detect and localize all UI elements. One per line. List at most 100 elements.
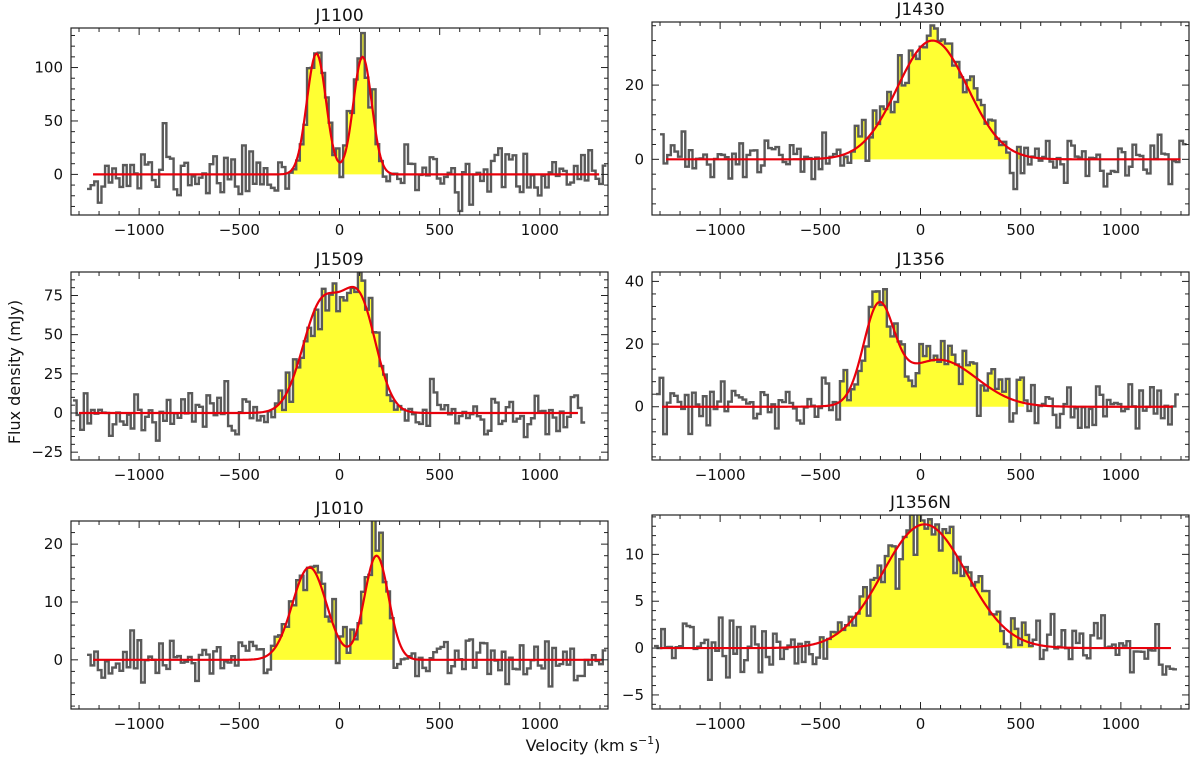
plot-area-j1356 (656, 288, 1179, 436)
y-tick-label: 20 (625, 335, 644, 353)
x-tick-label: 500 (1006, 715, 1035, 733)
x-tick-label: 0 (335, 715, 345, 733)
y-tick-label: 50 (44, 326, 63, 344)
panel-title-j1430: J1430 (895, 0, 944, 20)
y-tick-label: 10 (44, 593, 63, 611)
gaussian-fit-j1100 (93, 52, 600, 176)
y-tick-label: −5 (622, 686, 644, 704)
x-tick-label: −1000 (695, 221, 746, 239)
x-tick-label: 0 (335, 466, 345, 484)
x-tick-label: 500 (425, 221, 454, 239)
gaussian-fit-j1356n (660, 523, 1171, 650)
x-tick-label: 0 (916, 221, 926, 239)
x-axis-label-superscript: −1 (638, 734, 654, 747)
y-tick-label: 0 (53, 404, 63, 422)
gaussian-fit-j1356 (662, 300, 1173, 408)
ticks-j1100 (71, 28, 608, 215)
y-tick-label: 25 (44, 365, 63, 383)
emission-fill-j1010 (270, 566, 336, 660)
x-tick-label: −1000 (114, 466, 165, 484)
x-tick-label: −500 (800, 221, 841, 239)
x-tick-label: −1000 (695, 466, 746, 484)
ticks-j1509 (71, 271, 608, 461)
x-tick-label: 500 (425, 715, 454, 733)
panel-title-j1356: J1356 (895, 250, 944, 270)
spectrum-j1010 (87, 521, 607, 688)
spectrum-j1100 (87, 31, 607, 213)
panel-title-j1010: J1010 (314, 499, 363, 519)
y-tick-label: 20 (625, 76, 644, 94)
panel-j1010: −1000 −500 0 500 1000 0 10 20 J1010 (44, 499, 609, 733)
panel-title-j1356n: J1356N (889, 493, 951, 513)
x-tick-label: −500 (800, 715, 841, 733)
spectrum-j1430 (660, 24, 1187, 191)
y-axis-label: Flux density (mJy) (5, 300, 24, 444)
x-axis-label-text: Velocity (km s (526, 736, 638, 755)
spectrum-j1356 (656, 288, 1179, 436)
x-axis-label: Velocity (km s−1) (526, 734, 661, 755)
emission-fill-j1356 (839, 289, 978, 407)
spectrum-j1356n (654, 515, 1177, 681)
y-tick-label: 0 (53, 165, 63, 183)
axes-frame-j1010 (70, 520, 609, 710)
ticks-j1430 (652, 22, 1189, 215)
x-tick-label: 1000 (521, 715, 559, 733)
plot-area-j1509 (73, 272, 586, 442)
spectrum-j1509 (73, 272, 586, 442)
x-tick-label: −500 (800, 466, 841, 484)
x-tick-label: 500 (1006, 221, 1035, 239)
x-tick-label: 0 (916, 715, 926, 733)
panel-j1356n: −1000 −500 0 500 1000 −5 0 5 10 J1356N (622, 493, 1190, 733)
x-tick-label: −1000 (114, 715, 165, 733)
ticks-j1010 (71, 520, 608, 709)
x-tick-label: 1000 (1102, 715, 1140, 733)
plot-area-j1356n (654, 515, 1177, 681)
y-tick-label: 75 (44, 287, 63, 305)
x-tick-label: −500 (219, 221, 260, 239)
x-tick-label: 0 (916, 466, 926, 484)
x-tick-label: 0 (335, 221, 345, 239)
gaussian-fit-j1509 (79, 285, 578, 415)
x-axis-label-close: ) (654, 736, 660, 755)
y-tick-label: −25 (31, 443, 63, 461)
emission-fill-j1100 (343, 33, 383, 175)
panel-j1100: −1000 −500 0 500 1000 0 50 100 J1100 (34, 6, 609, 239)
x-tick-label: 500 (1006, 466, 1035, 484)
y-tick-label: 40 (625, 272, 644, 290)
emission-fill-j1356 (1016, 377, 1024, 407)
x-tick-label: 1000 (1102, 466, 1140, 484)
gaussian-fit-j1010 (93, 554, 602, 661)
y-tick-label: 10 (625, 545, 644, 563)
y-tick-label: 5 (634, 592, 644, 610)
x-tick-label: −500 (219, 715, 260, 733)
panel-title-j1509: J1509 (314, 250, 363, 270)
ticks-j1356 (652, 272, 1189, 460)
ticks-j1356n (652, 515, 1189, 709)
plot-area-j1100 (87, 31, 607, 213)
y-tick-label: 0 (634, 398, 644, 416)
x-tick-label: −1000 (114, 221, 165, 239)
emission-fill-j1430 (869, 25, 1010, 160)
y-tick-label: 0 (53, 651, 63, 669)
y-tick-label: 0 (634, 639, 644, 657)
y-tick-label: 100 (34, 59, 63, 77)
x-tick-label: −1000 (695, 715, 746, 733)
y-tick-label: 20 (44, 535, 63, 553)
y-tick-label: 50 (44, 112, 63, 130)
panel-j1430: −1000 −500 0 500 1000 0 20 J1430 (625, 0, 1190, 239)
y-tick-label: 0 (634, 150, 644, 168)
x-tick-label: 1000 (521, 221, 559, 239)
panel-j1509: −1000 −500 0 500 1000 −25 0 25 50 75 J1509 (31, 250, 609, 484)
x-tick-label: 1000 (521, 466, 559, 484)
plot-area-j1010 (87, 521, 607, 688)
x-tick-label: −500 (219, 466, 260, 484)
panel-title-j1100: J1100 (314, 6, 363, 26)
emission-fill-j1356n (827, 515, 1033, 649)
x-tick-label: 500 (425, 466, 454, 484)
panel-j1356: −1000 −500 0 500 1000 0 20 40 J1356 (625, 250, 1190, 484)
x-tick-label: 1000 (1102, 221, 1140, 239)
plot-area-j1430 (660, 24, 1187, 191)
gaussian-fit-j1430 (666, 39, 1181, 161)
